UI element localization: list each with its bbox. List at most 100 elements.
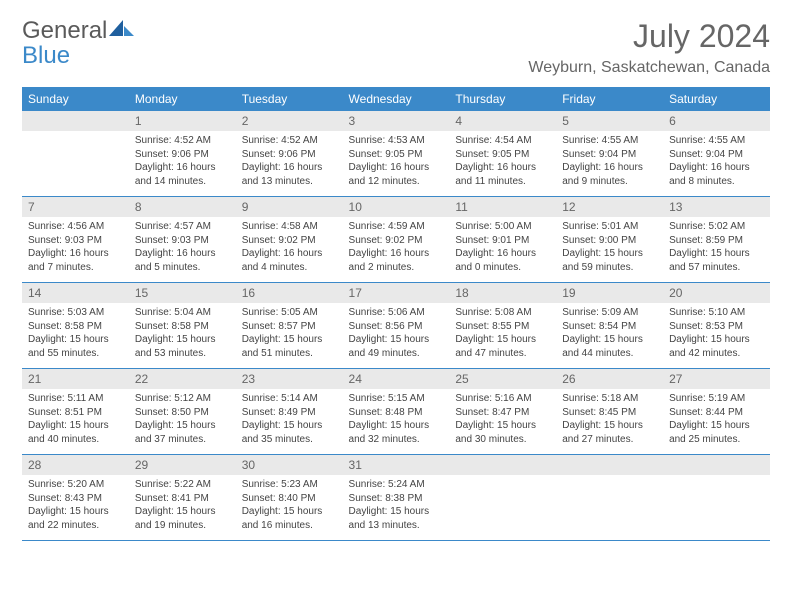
day-number-cell: 28 <box>22 455 129 476</box>
day2-text: and 59 minutes. <box>562 261 657 275</box>
sunset-text: Sunset: 8:43 PM <box>28 492 123 506</box>
day1-text: Daylight: 15 hours <box>349 419 444 433</box>
day-content-cell: Sunrise: 5:11 AMSunset: 8:51 PMDaylight:… <box>22 389 129 455</box>
day-number-cell: 24 <box>343 369 450 390</box>
day1-text: Daylight: 15 hours <box>349 505 444 519</box>
day1-text: Daylight: 16 hours <box>562 161 657 175</box>
day2-text: and 7 minutes. <box>28 261 123 275</box>
sunset-text: Sunset: 8:58 PM <box>28 320 123 334</box>
sunset-text: Sunset: 9:05 PM <box>455 148 550 162</box>
calendar-table: Sunday Monday Tuesday Wednesday Thursday… <box>22 87 770 541</box>
sunrise-text: Sunrise: 5:23 AM <box>242 478 337 492</box>
day2-text: and 2 minutes. <box>349 261 444 275</box>
day2-text: and 35 minutes. <box>242 433 337 447</box>
day-content-row: Sunrise: 5:20 AMSunset: 8:43 PM Daylight:… <box>22 475 770 541</box>
day-number-cell <box>556 455 663 476</box>
sunrise-text: Sunrise: 5:09 AM <box>562 306 657 320</box>
day1-text: Daylight: 16 hours <box>28 247 123 261</box>
sunrise-text: Sunrise: 4:57 AM <box>135 220 230 234</box>
day1-text: Daylight: 16 hours <box>349 247 444 261</box>
day1-text: Daylight: 15 hours <box>455 333 550 347</box>
day-content-cell: Sunrise: 4:52 AMSunset: 9:06 PMDaylight:… <box>129 131 236 197</box>
day-number-cell: 12 <box>556 197 663 218</box>
day1-text: Daylight: 15 hours <box>135 333 230 347</box>
day1-text: Daylight: 15 hours <box>562 247 657 261</box>
sunrise-text: Sunrise: 5:03 AM <box>28 306 123 320</box>
day-content-cell: Sunrise: 4:54 AMSunset: 9:05 PMDaylight:… <box>449 131 556 197</box>
weekday-header: Monday <box>129 87 236 111</box>
day-content-cell: Sunrise: 5:19 AMSunset: 8:44 PMDaylight:… <box>663 389 770 455</box>
day-content-cell: Sunrise: 5:04 AMSunset: 8:58 PMDaylight:… <box>129 303 236 369</box>
day2-text: and 57 minutes. <box>669 261 764 275</box>
day-number-cell: 26 <box>556 369 663 390</box>
day-content-cell <box>449 475 556 541</box>
sunset-text: Sunset: 8:44 PM <box>669 406 764 420</box>
day-content-cell <box>556 475 663 541</box>
sunrise-text: Sunrise: 5:04 AM <box>135 306 230 320</box>
day-number-cell: 14 <box>22 283 129 304</box>
day1-text: Daylight: 16 hours <box>455 247 550 261</box>
location-text: Weyburn, Saskatchewan, Canada <box>528 59 770 77</box>
day-content-cell: Sunrise: 5:12 AMSunset: 8:50 PMDaylight:… <box>129 389 236 455</box>
day-number-row: 123456 <box>22 111 770 131</box>
sunset-text: Sunset: 9:02 PM <box>349 234 444 248</box>
sunrise-text: Sunrise: 5:12 AM <box>135 392 230 406</box>
day2-text: and 40 minutes. <box>28 433 123 447</box>
day-content-cell: Sunrise: 5:09 AMSunset: 8:54 PMDaylight:… <box>556 303 663 369</box>
day2-text: and 13 minutes. <box>349 519 444 533</box>
sunset-text: Sunset: 8:57 PM <box>242 320 337 334</box>
sunset-text: Sunset: 8:49 PM <box>242 406 337 420</box>
day1-text: Daylight: 16 hours <box>242 247 337 261</box>
sunrise-text: Sunrise: 5:16 AM <box>455 392 550 406</box>
sunset-text: Sunset: 8:38 PM <box>349 492 444 506</box>
sunrise-text: Sunrise: 5:22 AM <box>135 478 230 492</box>
day-number-cell: 4 <box>449 111 556 131</box>
sunset-text: Sunset: 9:03 PM <box>135 234 230 248</box>
day-number-cell: 20 <box>663 283 770 304</box>
weekday-header: Tuesday <box>236 87 343 111</box>
sunrise-text: Sunrise: 5:20 AM <box>28 478 123 492</box>
sunset-text: Sunset: 8:48 PM <box>349 406 444 420</box>
day-number-cell: 27 <box>663 369 770 390</box>
day2-text: and 5 minutes. <box>135 261 230 275</box>
sunrise-text: Sunrise: 4:58 AM <box>242 220 337 234</box>
day-content-cell: Sunrise: 5:16 AMSunset: 8:47 PMDaylight:… <box>449 389 556 455</box>
day-content-cell: Sunrise: 5:24 AMSunset: 8:38 PMDaylight:… <box>343 475 450 541</box>
month-title: July 2024 <box>528 18 770 55</box>
day2-text: and 37 minutes. <box>135 433 230 447</box>
day-content-cell <box>663 475 770 541</box>
day-number-cell: 17 <box>343 283 450 304</box>
sunrise-text: Sunrise: 5:00 AM <box>455 220 550 234</box>
day1-text: Daylight: 16 hours <box>669 161 764 175</box>
day2-text: and 32 minutes. <box>349 433 444 447</box>
day-content-cell: Sunrise: 4:56 AMSunset: 9:03 PMDaylight:… <box>22 217 129 283</box>
day1-text: Daylight: 16 hours <box>135 161 230 175</box>
day-number-cell: 6 <box>663 111 770 131</box>
brand-part1: General <box>22 17 107 44</box>
sunrise-text: Sunrise: 4:52 AM <box>242 134 337 148</box>
day-number-cell: 5 <box>556 111 663 131</box>
day-number-row: 28293031 <box>22 455 770 476</box>
sunset-text: Sunset: 9:04 PM <box>669 148 764 162</box>
day-number-cell: 3 <box>343 111 450 131</box>
day-content-cell <box>22 131 129 197</box>
day-content-cell: Sunrise: 5:10 AMSunset: 8:53 PMDaylight:… <box>663 303 770 369</box>
day-content-cell: Sunrise: 4:55 AMSunset: 9:04 PMDaylight:… <box>663 131 770 197</box>
sunrise-text: Sunrise: 4:52 AM <box>135 134 230 148</box>
day-number-cell: 16 <box>236 283 343 304</box>
day2-text: and 44 minutes. <box>562 347 657 361</box>
sunrise-text: Sunrise: 4:53 AM <box>349 134 444 148</box>
day2-text: and 8 minutes. <box>669 175 764 189</box>
sunset-text: Sunset: 9:04 PM <box>562 148 657 162</box>
day-number-cell: 11 <box>449 197 556 218</box>
sunset-text: Sunset: 8:50 PM <box>135 406 230 420</box>
day-content-cell: Sunrise: 4:58 AMSunset: 9:02 PMDaylight:… <box>236 217 343 283</box>
day-number-row: 78910111213 <box>22 197 770 218</box>
day-number-cell: 8 <box>129 197 236 218</box>
sunset-text: Sunset: 8:45 PM <box>562 406 657 420</box>
day-content-cell: Sunrise: 5:22 AMSunset: 8:41 PMDaylight:… <box>129 475 236 541</box>
day1-text: Daylight: 15 hours <box>669 333 764 347</box>
day2-text: and 19 minutes. <box>135 519 230 533</box>
day-number-cell: 9 <box>236 197 343 218</box>
day2-text: and 30 minutes. <box>455 433 550 447</box>
